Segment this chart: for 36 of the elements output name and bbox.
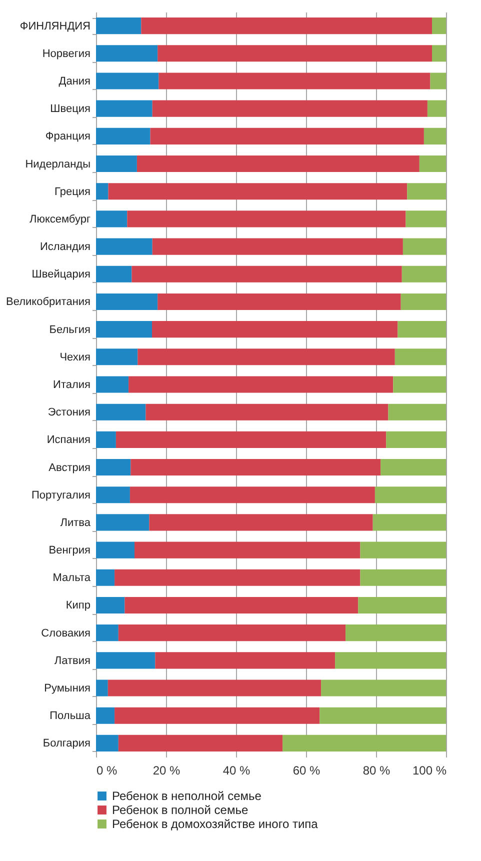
y-tick-label: Великобритания xyxy=(6,296,91,308)
x-tick-label: 20 % xyxy=(152,764,180,778)
y-tick-label: Мальта xyxy=(52,572,92,584)
y-tick-label: Люксембург xyxy=(29,213,90,226)
y-tick-label: Италия xyxy=(53,379,91,391)
y-tick-label: Швейцария xyxy=(32,268,91,281)
legend-label: Ребенок в неполной семье xyxy=(112,789,262,803)
y-tick-label: Венгрия xyxy=(48,544,91,557)
y-tick-label: Чехия xyxy=(60,351,91,364)
y-tick-label: Словакия xyxy=(41,627,91,640)
y-tick-label: ФИНЛЯНДИЯ xyxy=(20,20,91,32)
x-tick-label: 60 % xyxy=(292,764,320,778)
y-tick-label: Бельгия xyxy=(49,324,91,336)
x-tick-label: 80 % xyxy=(362,764,390,778)
legend-label: Ребенок в домохозяйстве иного типа xyxy=(112,817,318,831)
y-tick-label: Португалия xyxy=(32,489,91,502)
y-tick-label: Кипр xyxy=(66,600,90,612)
y-tick-label: Латвия xyxy=(54,654,91,667)
x-tick-label: 40 % xyxy=(222,764,250,778)
y-tick-label: Литва xyxy=(60,516,92,529)
y-tick-label: Эстония xyxy=(48,406,91,419)
y-tick-label: Исландия xyxy=(40,241,91,254)
legend-label: Ребенок в полной семье xyxy=(112,803,248,817)
x-tick-label: 100 % xyxy=(412,764,447,778)
x-tick-label: 0 % xyxy=(96,764,118,778)
y-tick-label: Испания xyxy=(46,434,91,446)
y-tick-label: Швеция xyxy=(50,103,91,116)
y-tick-label: Франция xyxy=(45,130,91,143)
y-tick-label: Румыния xyxy=(44,682,91,695)
y-tick-label: Норвегия xyxy=(42,48,91,60)
y-tick-label: Австрия xyxy=(48,462,91,474)
y-tick-label: Польша xyxy=(50,710,92,722)
y-tick-label: Болгария xyxy=(42,738,91,750)
y-tick-label: Греция xyxy=(54,186,91,198)
y-tick-label: Нидерланды xyxy=(25,158,91,170)
y-tick-label: Дания xyxy=(58,75,91,88)
